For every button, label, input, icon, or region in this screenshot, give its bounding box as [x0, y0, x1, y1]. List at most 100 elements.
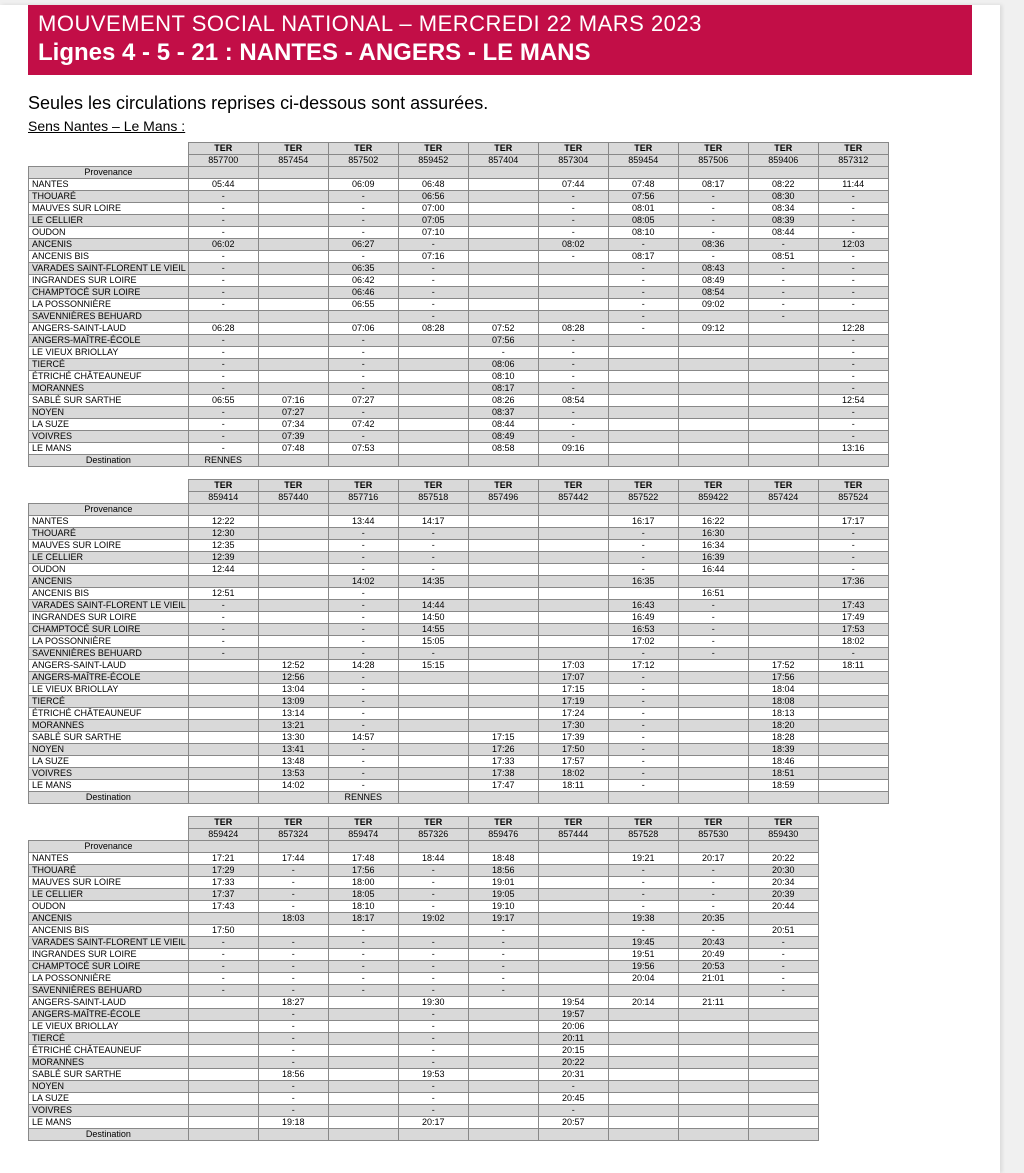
time-cell: -	[328, 191, 398, 203]
time-cell: 07:06	[328, 323, 398, 335]
time-cell: -	[328, 564, 398, 576]
time-cell	[188, 660, 258, 672]
time-cell: -	[328, 588, 398, 600]
destination-cell	[678, 455, 748, 467]
time-cell	[678, 660, 748, 672]
timetable: TERTERTERTERTERTERTERTERTERTER8594148574…	[28, 479, 889, 804]
time-cell: 08:22	[748, 179, 818, 191]
time-cell: -	[328, 383, 398, 395]
time-cell: 08:17	[468, 383, 538, 395]
time-cell	[468, 528, 538, 540]
time-cell	[258, 516, 328, 528]
time-cell: -	[258, 1057, 328, 1069]
time-cell: 18:48	[468, 853, 538, 865]
time-cell	[608, 1105, 678, 1117]
col-header-ter: TER	[818, 480, 888, 492]
time-cell: 08:17	[678, 179, 748, 191]
time-cell	[678, 708, 748, 720]
time-cell: 06:35	[328, 263, 398, 275]
time-cell: 17:43	[188, 901, 258, 913]
time-cell: -	[818, 263, 888, 275]
time-cell	[258, 263, 328, 275]
time-cell: 06:02	[188, 239, 258, 251]
time-cell: -	[538, 431, 608, 443]
station-name: SABLÉ SUR SARTHE	[29, 732, 189, 744]
time-cell: -	[678, 889, 748, 901]
time-cell	[468, 552, 538, 564]
time-cell	[748, 1045, 818, 1057]
time-cell: -	[328, 431, 398, 443]
time-cell: -	[398, 263, 468, 275]
train-number: 859454	[608, 155, 678, 167]
time-cell: -	[398, 311, 468, 323]
time-cell: 18:11	[818, 660, 888, 672]
time-cell	[398, 395, 468, 407]
time-cell: -	[538, 227, 608, 239]
destination-cell	[328, 455, 398, 467]
col-header-ter: TER	[678, 817, 748, 829]
time-cell	[608, 1045, 678, 1057]
time-cell: -	[608, 756, 678, 768]
time-cell: 12:30	[188, 528, 258, 540]
time-cell: 14:17	[398, 516, 468, 528]
time-cell	[818, 756, 888, 768]
destination-cell	[398, 1129, 468, 1141]
time-cell	[538, 275, 608, 287]
time-cell	[258, 540, 328, 552]
time-cell	[328, 1069, 398, 1081]
time-cell	[748, 335, 818, 347]
time-cell	[538, 540, 608, 552]
time-cell: 08:26	[468, 395, 538, 407]
time-cell: 07:16	[398, 251, 468, 263]
time-cell: 14:55	[398, 624, 468, 636]
time-cell	[748, 1093, 818, 1105]
destination-cell	[678, 1129, 748, 1141]
time-cell: -	[678, 203, 748, 215]
col-header-ter: TER	[188, 143, 258, 155]
time-cell: 17:03	[538, 660, 608, 672]
time-cell	[258, 359, 328, 371]
time-cell: -	[608, 708, 678, 720]
time-cell: -	[188, 203, 258, 215]
station-name: SAVENNIÈRES BEHUARD	[29, 985, 189, 997]
time-cell: 13:53	[258, 768, 328, 780]
time-cell	[468, 540, 538, 552]
time-cell: 20:14	[608, 997, 678, 1009]
time-cell	[328, 1105, 398, 1117]
time-cell: 18:44	[398, 853, 468, 865]
time-cell: 12:44	[188, 564, 258, 576]
time-cell: 14:28	[328, 660, 398, 672]
station-name: LE VIEUX BRIOLLAY	[29, 347, 189, 359]
time-cell: 08:30	[748, 191, 818, 203]
time-cell: -	[328, 347, 398, 359]
time-cell	[678, 1093, 748, 1105]
time-cell: -	[608, 311, 678, 323]
time-cell	[748, 552, 818, 564]
time-cell: -	[608, 540, 678, 552]
col-header-ter: TER	[258, 817, 328, 829]
time-cell: 17:19	[538, 696, 608, 708]
time-cell	[188, 1093, 258, 1105]
destination-cell	[258, 1129, 328, 1141]
time-cell: 07:48	[608, 179, 678, 191]
time-cell: -	[258, 985, 328, 997]
time-cell: 08:06	[468, 359, 538, 371]
time-cell	[328, 311, 398, 323]
time-cell: -	[398, 877, 468, 889]
time-cell: -	[328, 636, 398, 648]
time-cell: -	[678, 215, 748, 227]
time-cell: 18:03	[258, 913, 328, 925]
time-cell	[258, 383, 328, 395]
time-cell: -	[328, 528, 398, 540]
time-cell	[608, 1009, 678, 1021]
time-cell: -	[188, 287, 258, 299]
time-cell: 17:53	[818, 624, 888, 636]
time-cell: -	[818, 215, 888, 227]
time-cell	[188, 672, 258, 684]
time-cell	[608, 1021, 678, 1033]
intro-text: Seules les circulations reprises ci-dess…	[28, 93, 972, 114]
time-cell: -	[258, 1081, 328, 1093]
time-cell	[258, 227, 328, 239]
time-cell	[538, 528, 608, 540]
train-number: 857312	[818, 155, 888, 167]
